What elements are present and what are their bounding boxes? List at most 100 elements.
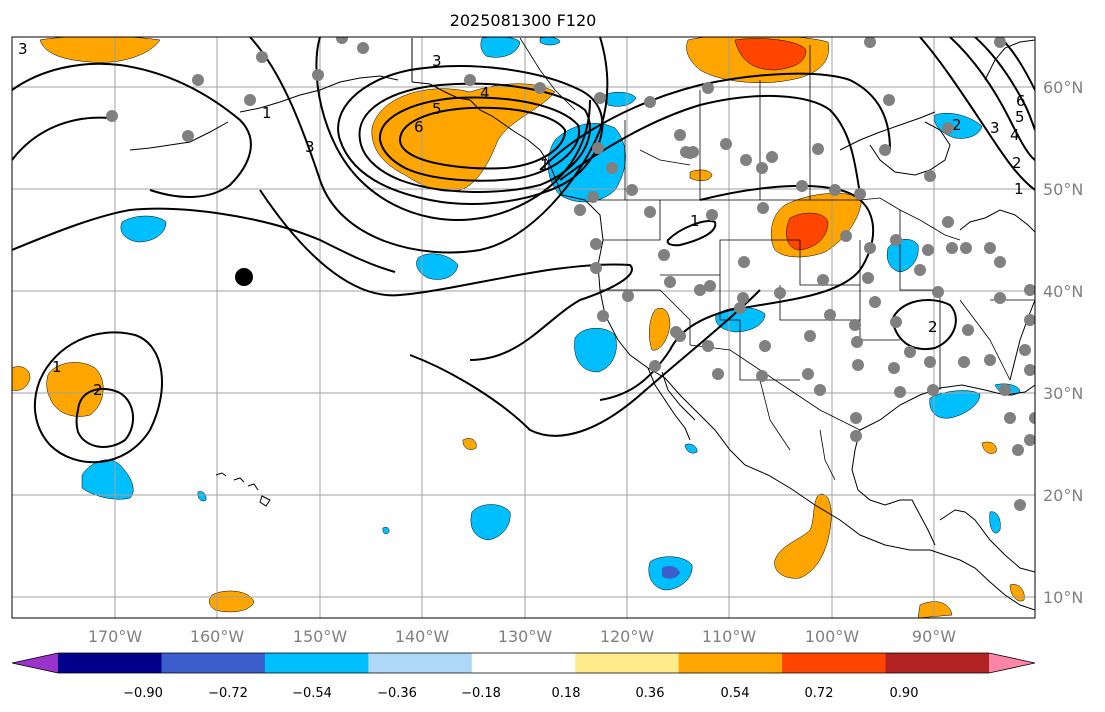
station-dot	[994, 37, 1006, 48]
contour-gulf-4	[358, 82, 591, 193]
contour-canada-upper	[559, 94, 861, 196]
anomaly-darkblue-eq-right	[662, 565, 680, 579]
station-dot	[804, 330, 816, 342]
contour-gulf-6	[398, 106, 567, 170]
us-state-lines	[600, 200, 1035, 390]
station-dot	[687, 146, 699, 158]
station-dot	[694, 284, 706, 296]
colorbar-swatch	[264, 653, 369, 673]
station-dot	[597, 310, 609, 322]
contour-label: 1	[690, 212, 700, 230]
station-dot	[192, 74, 204, 86]
colorbar-swatch	[885, 653, 990, 673]
alaska-canada-border	[519, 37, 576, 111]
lat-label: 50°N	[1043, 180, 1083, 199]
station-dot	[890, 316, 902, 328]
station-dot	[932, 286, 944, 298]
contour-gulf-3	[337, 65, 604, 205]
station-dot	[999, 384, 1011, 396]
station-dot	[850, 430, 862, 442]
station-dot	[702, 340, 714, 352]
lat-label: 60°N	[1043, 78, 1083, 97]
colorbar-outline	[11, 652, 1036, 674]
station-dot	[994, 292, 1006, 304]
station-dot	[312, 69, 324, 81]
colorbar-swatch	[471, 653, 576, 673]
station-dot	[606, 162, 618, 174]
station-dot	[574, 204, 586, 216]
station-dot	[740, 154, 752, 166]
anomaly-orange-az	[689, 169, 713, 181]
lat-label: 40°N	[1043, 282, 1083, 301]
lat-label: 30°N	[1043, 384, 1083, 403]
contour-canada-2	[539, 72, 891, 171]
anomaly-orange-bottom-right	[917, 601, 953, 618]
colorbar-tick-label: −0.72	[208, 686, 248, 701]
station-dot	[942, 122, 954, 134]
contour-plains	[599, 184, 874, 401]
station-dot	[960, 242, 972, 254]
lon-label: 90°W	[912, 627, 956, 646]
station-dot	[984, 242, 996, 254]
anomaly-blue-eq-mid	[470, 504, 511, 541]
colorbar-tick-label: 0.72	[805, 686, 834, 701]
station-dot	[904, 346, 916, 358]
station-dot	[756, 162, 768, 174]
colorbar-tick-label: 0.36	[636, 686, 665, 701]
station-dot	[182, 130, 194, 142]
station-dot	[946, 242, 958, 254]
station-dot	[864, 242, 876, 254]
contour-label: 4	[480, 84, 490, 102]
colorbar-swatch	[368, 653, 473, 673]
lon-label: 120°W	[600, 627, 655, 646]
station-dot	[590, 238, 602, 250]
contour-label: 2	[1012, 154, 1022, 172]
station-dot	[587, 191, 599, 203]
contour-east-1	[919, 37, 1035, 191]
colorbar-tick-label: −0.54	[292, 686, 332, 701]
contour-label: 3	[305, 138, 315, 156]
contours	[12, 37, 1035, 464]
coastline-labrador	[984, 39, 1035, 81]
station-dot	[674, 129, 686, 141]
anomaly-blue-small-3	[989, 511, 1001, 534]
station-dot	[864, 37, 876, 48]
station-dot	[1012, 444, 1024, 456]
contour-midwest-low	[890, 299, 957, 350]
station-dot	[850, 412, 862, 424]
map-title: 2025081300 F120	[450, 11, 597, 30]
us-canada-border	[593, 197, 961, 241]
station-dot	[1019, 344, 1031, 356]
colorbar-tick-label: −0.18	[461, 686, 501, 701]
anomaly-blue-small-1	[197, 491, 207, 502]
longitude-labels: 170°W 160°W 150°W 140°W 130°W 120°W 110°…	[88, 627, 956, 646]
contour-label: 6	[414, 118, 424, 136]
station-dot	[756, 370, 768, 382]
contour-pacific-1	[12, 207, 396, 273]
station-dot	[1024, 284, 1035, 296]
station-dot	[336, 37, 348, 44]
station-dot	[670, 326, 682, 338]
station-dot	[854, 188, 866, 200]
anomaly-blue-california	[574, 328, 617, 373]
station-dot	[849, 319, 861, 331]
mexico-state-lines	[759, 379, 836, 481]
anomaly-blue-great-lakes	[886, 239, 919, 273]
contour-east-3	[974, 37, 1035, 131]
coastline-east-na	[839, 111, 1035, 381]
contour-labels: 3 3 3 6 5 4 2 2 1 1 2 3 4 5 6 1 1 2 1	[18, 40, 1026, 399]
lon-label: 150°W	[293, 627, 348, 646]
station-dot	[869, 296, 881, 308]
anomaly-red-top	[734, 38, 807, 71]
anomaly-blue-hawaii-north	[81, 459, 134, 500]
colorbar-swatch	[678, 653, 783, 673]
map-frame	[11, 36, 1036, 619]
contour-label: 5	[432, 100, 442, 118]
station-dot	[766, 151, 778, 163]
station-dot	[962, 324, 974, 336]
lon-label: 100°W	[805, 627, 860, 646]
station-dot	[737, 292, 749, 304]
station-dot	[256, 51, 268, 63]
station-dot	[852, 359, 864, 371]
station-dot	[812, 143, 824, 155]
